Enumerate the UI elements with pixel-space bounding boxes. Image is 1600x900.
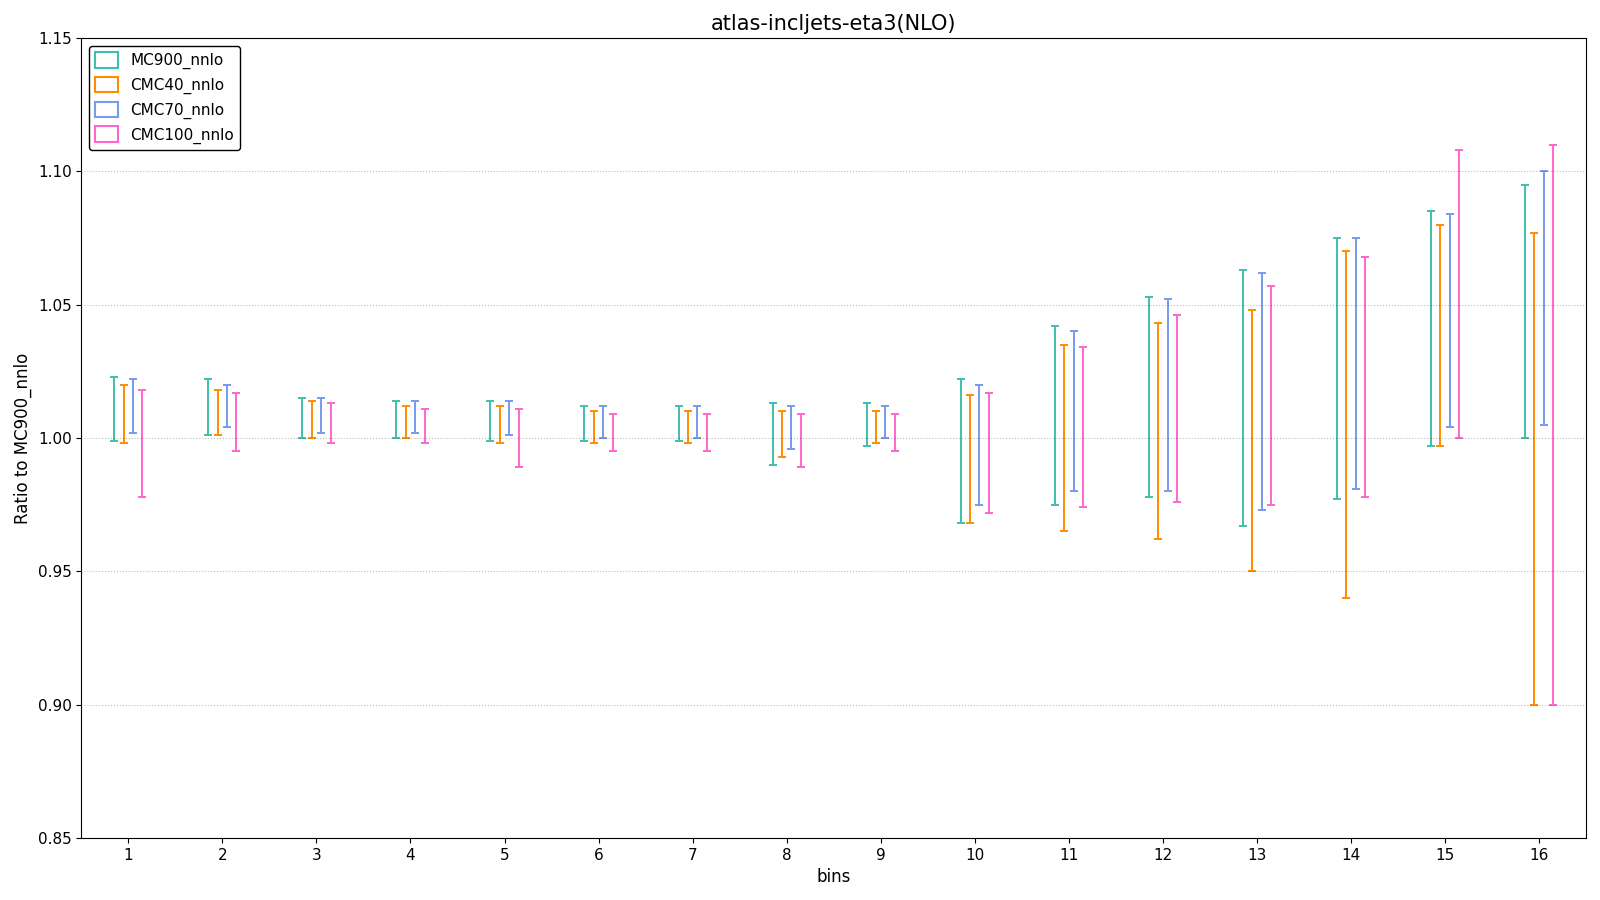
Y-axis label: Ratio to MC900_nnlo: Ratio to MC900_nnlo	[14, 353, 32, 524]
Legend: MC900_nnlo, CMC40_nnlo, CMC70_nnlo, CMC100_nnlo: MC900_nnlo, CMC40_nnlo, CMC70_nnlo, CMC1…	[90, 46, 240, 149]
Title: atlas-incljets-eta3(NLO): atlas-incljets-eta3(NLO)	[710, 14, 957, 34]
X-axis label: bins: bins	[816, 868, 851, 886]
